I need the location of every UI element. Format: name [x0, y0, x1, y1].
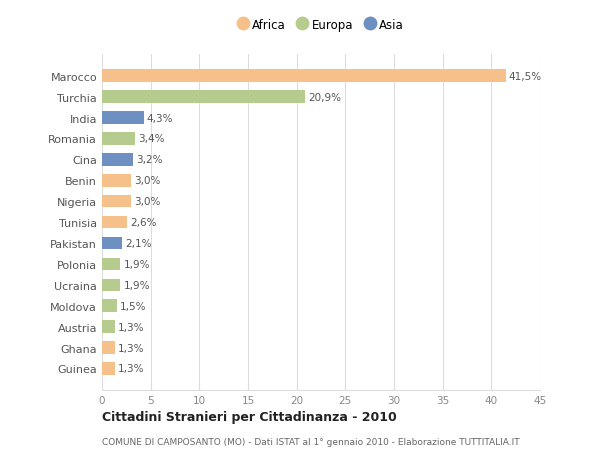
Bar	[102, 133, 135, 146]
Text: 41,5%: 41,5%	[509, 72, 542, 82]
Text: 3,2%: 3,2%	[136, 155, 163, 165]
Bar	[102, 237, 122, 250]
Text: 1,5%: 1,5%	[119, 301, 146, 311]
Bar	[102, 70, 506, 83]
Text: 1,3%: 1,3%	[118, 343, 144, 353]
Bar	[102, 112, 144, 124]
Bar	[102, 363, 115, 375]
Bar	[102, 300, 116, 312]
Text: 20,9%: 20,9%	[308, 92, 341, 102]
Legend: Africa, Europa, Asia: Africa, Europa, Asia	[233, 14, 409, 36]
Bar	[102, 174, 131, 187]
Bar	[102, 196, 131, 208]
Bar	[102, 216, 127, 229]
Text: 4,3%: 4,3%	[147, 113, 173, 123]
Bar	[102, 258, 121, 271]
Text: COMUNE DI CAMPOSANTO (MO) - Dati ISTAT al 1° gennaio 2010 - Elaborazione TUTTITA: COMUNE DI CAMPOSANTO (MO) - Dati ISTAT a…	[102, 437, 520, 446]
Bar	[102, 279, 121, 291]
Text: 1,3%: 1,3%	[118, 322, 144, 332]
Text: 3,0%: 3,0%	[134, 176, 160, 186]
Text: 2,6%: 2,6%	[130, 218, 157, 228]
Bar	[102, 154, 133, 166]
Text: 1,3%: 1,3%	[118, 364, 144, 374]
Bar	[102, 91, 305, 104]
Bar	[102, 341, 115, 354]
Text: Cittadini Stranieri per Cittadinanza - 2010: Cittadini Stranieri per Cittadinanza - 2…	[102, 410, 397, 423]
Text: 3,0%: 3,0%	[134, 197, 160, 207]
Text: 2,1%: 2,1%	[125, 239, 152, 248]
Text: 1,9%: 1,9%	[124, 259, 150, 269]
Bar	[102, 321, 115, 333]
Text: 3,4%: 3,4%	[138, 134, 164, 144]
Text: 1,9%: 1,9%	[124, 280, 150, 290]
